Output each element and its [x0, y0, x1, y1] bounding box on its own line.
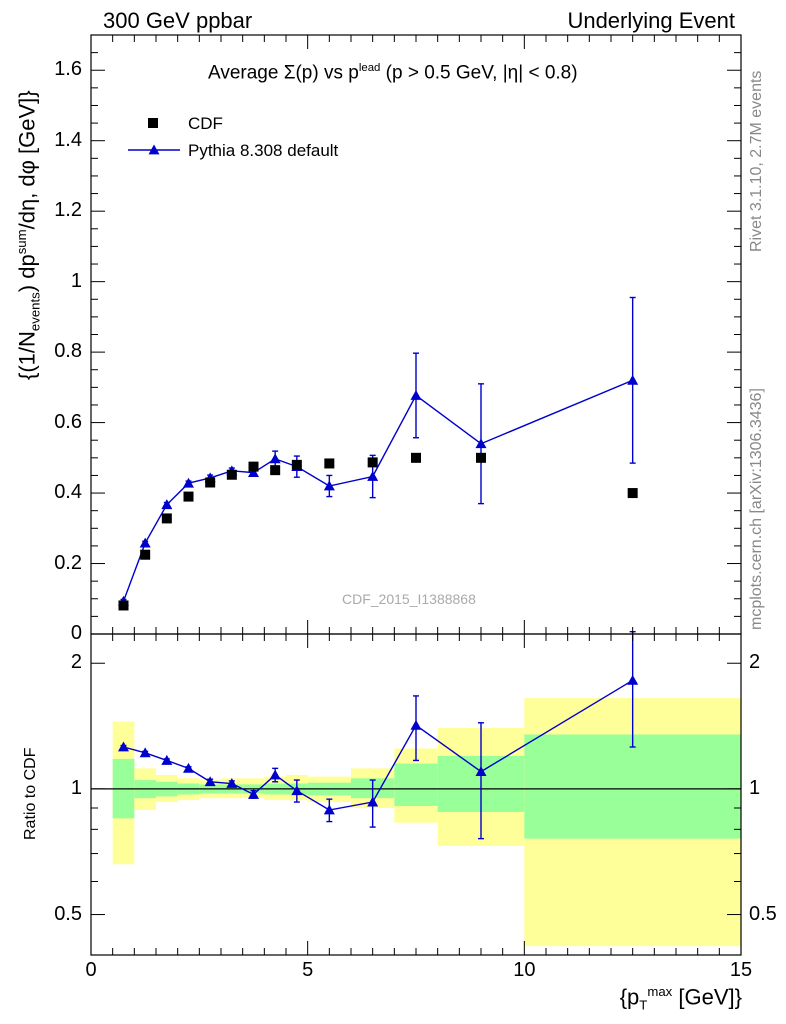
ratio-plot-marks: [91, 631, 741, 840]
mcplots-label: mcplots.cern.ch [arXiv:1306.3436]: [748, 388, 765, 630]
title-rest: (p) vs p: [295, 62, 359, 84]
cdf-point: [291, 459, 302, 470]
ratio-pythia-point: [367, 796, 379, 807]
ratio-y-tick-label-right: 0.5: [749, 902, 777, 925]
xlabel-sup: max: [647, 984, 673, 999]
ratio-pythia-point: [226, 778, 238, 788]
cdf-point: [627, 488, 638, 499]
ratio-y-tick-label-left: 2: [70, 651, 82, 674]
xlabel-tail: [GeV]}: [672, 984, 742, 1010]
ratio-pythia-point: [410, 719, 422, 730]
x-axis-title: {pTmax [GeV]}: [620, 984, 742, 1013]
pythia-line: [122, 379, 633, 602]
main-y-tick-label: 1.4: [54, 128, 82, 151]
ratio-y-axis-title: Ratio to CDF: [22, 747, 39, 840]
pythia-point: [410, 389, 422, 400]
main-y-tick-label: 0.8: [54, 340, 82, 363]
pythia-point: [139, 537, 151, 548]
ratio-pythia-point: [627, 674, 639, 685]
ratio-pythia-point: [118, 741, 129, 752]
x-tick-label: 0: [85, 959, 97, 981]
ylabel-sup: sum: [14, 229, 29, 255]
main-y-tick-label: 0: [70, 622, 82, 644]
cdf-point: [161, 513, 172, 524]
ratio-pythia-point: [139, 747, 151, 758]
analysis-watermark: CDF_2015_I1388868: [342, 591, 476, 607]
ylabel-tail: /dη, dφ [GeV]}: [14, 90, 40, 230]
pythia-point: [269, 453, 281, 464]
green-band: [524, 734, 741, 839]
ratio-y-tick-label-right: 2: [749, 651, 761, 674]
legend-marker-pythia: [148, 144, 160, 155]
pythia-point: [475, 438, 487, 449]
pythia-point: [367, 470, 379, 481]
ratio-pythia-point: [183, 762, 194, 773]
pythia-point: [323, 480, 335, 491]
ratio-pythia-point: [269, 769, 281, 780]
ylabel-sub: events: [27, 292, 43, 332]
x-tick-label: 5: [302, 959, 314, 981]
ylabel-main: {(1/N: [14, 331, 40, 380]
cdf-point: [476, 452, 486, 463]
main-y-tick-label: 0.6: [54, 410, 82, 433]
cdf-point: [270, 465, 281, 476]
cdf-point: [140, 549, 151, 560]
cdf-point: [118, 600, 129, 611]
main-y-tick-label: 0.2: [54, 551, 82, 574]
ylabel-rest: ) dp: [14, 254, 40, 293]
ratio-y-tick-label-right: 1: [749, 776, 761, 799]
ratio-pythia-point: [161, 754, 173, 765]
cdf-point: [248, 461, 259, 472]
ratio-pythia-point: [204, 776, 216, 787]
main-y-tick-label: 1.6: [54, 58, 82, 81]
xlabel-sub: T: [639, 997, 648, 1013]
ratio-pythia-point: [248, 788, 259, 799]
main-y-tick-label: 1.2: [54, 199, 82, 222]
main-y-axis-title: {(1/Nevents) dpsum/dη, dφ [GeV]}: [14, 90, 43, 380]
title-sigma: Σ: [283, 62, 296, 84]
ratio-pythia-point: [323, 804, 335, 815]
ratio-uncertainty-bands: [112, 698, 741, 947]
title-sup: lead: [358, 62, 381, 74]
ratio-y-tick-label-left: 1: [70, 776, 82, 799]
pythia-point: [161, 499, 173, 510]
ratio-pythia-point: [475, 766, 487, 777]
cdf-point: [226, 469, 237, 480]
ratio-y-tick-label-left: 0.5: [54, 902, 82, 925]
main-plot-marks: [118, 118, 639, 611]
pythia-point: [248, 467, 259, 478]
rivet-version-label: Rivet 3.1.10, 2.7M events: [748, 70, 765, 252]
xlabel-main: {p: [619, 984, 640, 1010]
cdf-point: [205, 477, 216, 488]
plot-title: Average Σ(p) vs plead (p > 0.5 GeV, |η| …: [208, 62, 578, 84]
header-left-label: 300 GeV ppbar: [103, 8, 253, 33]
tick-marks: [90, 34, 742, 956]
cdf-point: [183, 491, 194, 502]
legend-label-pythia: Pythia 8.308 default: [188, 141, 339, 160]
pythia-point: [627, 374, 639, 385]
pythia-point: [183, 477, 194, 488]
title-cut: (p > 0.5 GeV, |η| < 0.8): [385, 62, 578, 84]
cdf-point: [411, 452, 421, 463]
x-tick-label: 15: [729, 959, 753, 981]
legend-marker-cdf: [148, 118, 158, 128]
main-y-tick-label: 1: [70, 269, 82, 292]
legend-label-cdf: CDF: [188, 114, 223, 133]
ratio-pythia-point: [291, 785, 303, 796]
cdf-point: [367, 457, 378, 468]
header-right-label: Underlying Event: [567, 8, 735, 33]
cdf-point: [324, 458, 335, 469]
title-prefix: Average: [208, 62, 279, 84]
main-y-tick-label: 0.4: [54, 481, 82, 504]
green-band: [394, 763, 438, 806]
x-tick-label: 10: [513, 959, 536, 981]
